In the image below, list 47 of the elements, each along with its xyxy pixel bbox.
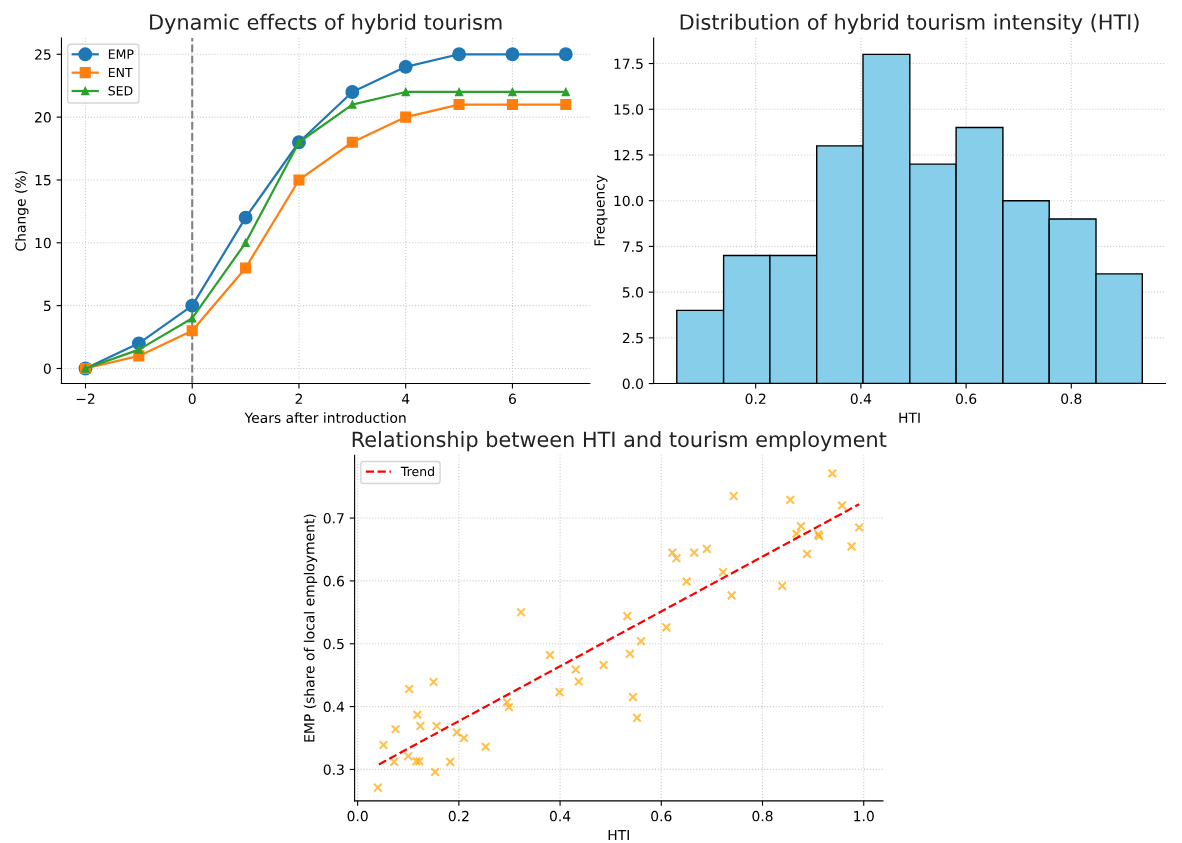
x-tick-label: −2 <box>76 393 95 404</box>
y-tick-label: 17.5 <box>614 58 643 70</box>
y-tick-label: 7.5 <box>622 241 643 252</box>
x-tick-label: 0.6 <box>955 393 977 405</box>
y-tick-label: 15 <box>35 175 51 186</box>
x-tick-label: 0 <box>188 393 196 405</box>
x-tick-label: 0.8 <box>1061 393 1082 405</box>
y-tick-label: 0.4 <box>323 701 345 713</box>
y-tick-label: 0.3 <box>323 764 344 775</box>
x-tick-label: 0.4 <box>549 810 571 822</box>
legend-label: Trend <box>400 466 434 477</box>
y-tick-label: 0.0 <box>622 378 643 390</box>
legend-label: SED <box>108 86 133 96</box>
y-tick-label: 15.0 <box>614 104 643 115</box>
y-tick-label: 20 <box>35 112 51 123</box>
x-tick-label: 0.6 <box>651 810 672 822</box>
y-tick-label: 5.0 <box>622 287 643 298</box>
y-tick-label: 25 <box>35 49 51 60</box>
x-tick-label: 0.2 <box>745 393 766 405</box>
y-tick-label: 0.6 <box>323 575 344 587</box>
x-tick-label: 0.4 <box>850 393 872 405</box>
y-axis-title: Frequency <box>594 175 608 246</box>
x-axis-title: HTI <box>608 830 629 841</box>
chart-title: Relationship between HTI and tourism employment <box>352 431 887 452</box>
chart-title: Distribution of hybrid tourism intensity (HTI) <box>680 13 1139 34</box>
x-tick-label: 0.8 <box>752 810 773 822</box>
x-tick-label: 1.0 <box>854 810 874 822</box>
x-tick-label: 6 <box>508 393 516 405</box>
y-tick-label: 2.5 <box>622 332 643 344</box>
y-tick-label: 10 <box>35 237 51 249</box>
x-axis-title: HTI <box>899 412 920 423</box>
y-tick-label: 0.7 <box>323 513 344 524</box>
x-tick-label: 4 <box>401 393 410 404</box>
legend-label: EMP <box>108 49 134 59</box>
x-axis-title: Years after introduction <box>244 412 406 424</box>
x-tick-label: 0.0 <box>347 810 368 822</box>
y-tick-label: 0 <box>43 363 51 374</box>
y-tick-label: 12.5 <box>614 149 643 161</box>
y-axis-title: Change (%) <box>15 171 29 251</box>
x-tick-label: 0.2 <box>448 810 469 822</box>
legend-label: ENT <box>108 67 133 78</box>
y-tick-label: 5 <box>43 300 51 312</box>
x-tick-label: 2 <box>295 393 302 404</box>
y-axis-title: EMP (share of local employment) <box>303 514 318 742</box>
y-tick-label: 10.0 <box>614 195 643 207</box>
y-tick-label: 0.5 <box>323 638 344 650</box>
chart-title: Dynamic effects of hybrid tourism <box>150 13 502 34</box>
